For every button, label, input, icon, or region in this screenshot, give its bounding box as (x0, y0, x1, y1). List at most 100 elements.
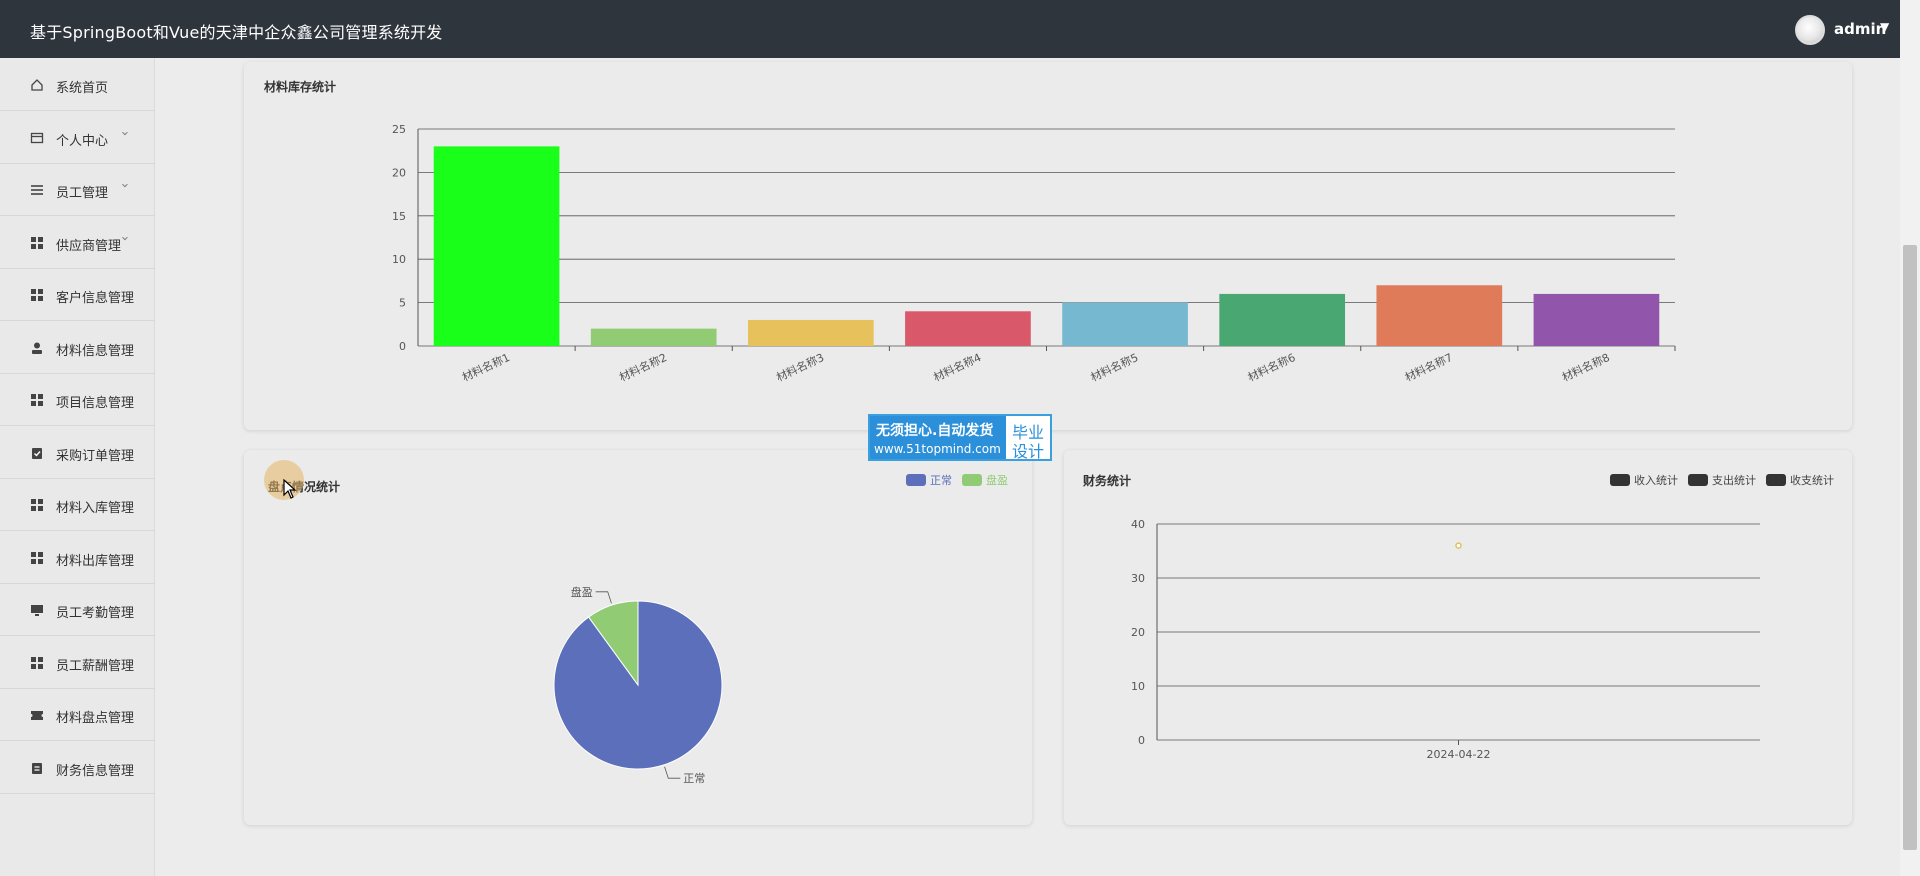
legend-label[interactable]: 支出统计 (1712, 474, 1756, 487)
sidebar-item-label: 客户信息管理 (56, 291, 135, 306)
x-tick-label: 材料名称4 (931, 350, 983, 384)
x-tick-label: 材料名称2 (617, 350, 669, 384)
y-tick-label: 0 (1138, 734, 1145, 747)
avatar[interactable] (1795, 15, 1825, 45)
y-tick-label: 40 (1131, 518, 1145, 531)
finance-chart-title: 财务统计 (1083, 474, 1132, 488)
sidebar-item-label: 供应商管理 (56, 238, 122, 254)
sidebar-item-0[interactable]: 系统首页 (0, 59, 155, 111)
inventory-bar-chart: 0 5 10 15 20 25 材料名称1 材料名称2 材料名称3 材料名称4 材料名称5 材料名称6… (392, 123, 1676, 384)
mouse-cursor-icon (283, 479, 297, 499)
y-tick-label: 15 (392, 210, 406, 223)
pie-label-line (664, 766, 681, 779)
y-tick-label: 20 (392, 166, 406, 179)
inventory-chart-card: 材料库存统计 0 5 10 15 20 25 材料名称1 材料名称2 材料名称3 材料名称4 材料名… (244, 62, 1852, 430)
data-point[interactable] (1455, 542, 1462, 549)
sidebar-item-3[interactable]: 供应商管理 › (0, 217, 155, 269)
stocktake-chart-card: 盘点情况统计 正常 盘盈 正常 盘盈 (244, 450, 1032, 825)
username[interactable]: admin (1834, 20, 1887, 38)
sidebar-item-9[interactable]: 材料出库管理 (0, 532, 155, 584)
user-icon (32, 342, 42, 354)
sidebar-item-1[interactable]: 个人中心 › (0, 112, 155, 164)
sidebar-item-2[interactable]: 员工管理 › (0, 164, 155, 216)
chevron-down-icon[interactable]: ▼ (1880, 20, 1890, 34)
page-scrollbar[interactable] (1900, 0, 1920, 876)
sidebar-item-label: 个人中心 (56, 133, 109, 149)
legend-swatch[interactable] (1688, 474, 1708, 486)
legend-label[interactable]: 收支统计 (1790, 474, 1834, 487)
sidebar-item-label: 材料信息管理 (56, 343, 135, 359)
grid-icon (31, 289, 43, 301)
pie-label-line (595, 591, 612, 604)
badge-line1: 无须担心.自动发货 (876, 423, 994, 439)
chevron-down-icon[interactable]: › (117, 130, 133, 136)
bar[interactable] (1376, 285, 1503, 346)
bar[interactable] (1533, 293, 1660, 346)
pie-slice[interactable] (587, 600, 639, 687)
pie-slice-label: 正常 (683, 772, 705, 785)
legend-label[interactable]: 盘盈 (986, 474, 1008, 487)
pie-slice-label: 盘盈 (571, 585, 593, 599)
sidebar-item-4[interactable]: 客户信息管理 (0, 269, 155, 321)
top-header: 基于SpringBoot和Vue的天津中企众鑫公司管理系统开发 admin ▼ (0, 0, 1900, 58)
bar[interactable] (590, 328, 717, 346)
bar[interactable] (1062, 302, 1188, 346)
home-icon (31, 79, 43, 91)
clipboard-check-icon (32, 447, 42, 459)
badge-line2: www.51topmind.com (874, 442, 1001, 456)
x-tick-label: 材料名称7 (1402, 350, 1454, 384)
scrollbar-thumb[interactable] (1903, 245, 1917, 850)
bar[interactable] (433, 146, 560, 346)
grid-icon (31, 499, 43, 511)
legend-swatch[interactable] (1610, 474, 1630, 486)
sidebar-item-11[interactable]: 员工薪酬管理 (0, 637, 155, 689)
chevron-down-icon[interactable]: › (117, 182, 133, 189)
legend-swatch[interactable] (962, 474, 982, 486)
app-title: 基于SpringBoot和Vue的天津中企众鑫公司管理系统开发 (30, 23, 443, 42)
list-icon (31, 185, 43, 195)
sidebar-item-label: 员工考勤管理 (56, 606, 135, 621)
pie-legend: 正常 盘盈 (906, 472, 1026, 488)
sidebar-item-7[interactable]: 采购订单管理 (0, 427, 155, 479)
y-tick-label: 30 (1131, 572, 1145, 585)
inventory-chart-title: 材料库存统计 (264, 80, 337, 94)
sidebar-item-label: 财务信息管理 (56, 763, 135, 779)
sidebar-item-13[interactable]: 财务信息管理 (0, 742, 155, 794)
finance-chart-card: 财务统计 收入统计 支出统计 收支统计 0 10 20 30 40 2024-04-22 (1064, 450, 1852, 825)
ticket-icon (31, 711, 43, 720)
y-tick-label: 25 (392, 123, 406, 136)
legend-label[interactable]: 正常 (930, 474, 952, 487)
bar[interactable] (905, 311, 1031, 346)
legend-swatch[interactable] (1766, 474, 1786, 486)
y-tick-label: 20 (1131, 626, 1145, 639)
y-tick-label: 10 (392, 253, 406, 266)
sidebar-item-8[interactable]: 材料入库管理 (0, 479, 155, 531)
sidebar-item-label: 材料出库管理 (56, 553, 135, 569)
sidebar-item-12[interactable]: 材料盘点管理 (0, 689, 155, 741)
bar[interactable] (1219, 293, 1346, 346)
stocktake-pie-chart: 正常 盘盈 (553, 585, 723, 785)
sidebar-item-label: 采购订单管理 (56, 448, 135, 464)
chevron-down-icon[interactable]: › (117, 235, 133, 241)
x-tick-label: 材料名称6 (1245, 350, 1297, 384)
y-tick-label: 10 (1131, 680, 1145, 693)
watermark-badge: 无须担心.自动发货 www.51topmind.com 毕业 设计 (868, 414, 1052, 461)
y-tick-label: 5 (399, 297, 406, 310)
legend-swatch[interactable] (906, 474, 926, 486)
sidebar-item-label: 材料入库管理 (56, 501, 135, 516)
sidebar-item-label: 项目信息管理 (56, 396, 135, 411)
bar[interactable] (747, 319, 874, 346)
sidebar-item-label: 员工管理 (56, 186, 109, 201)
sidebar-item-10[interactable]: 员工考勤管理 (0, 584, 155, 636)
sidebar-item-5[interactable]: 材料信息管理 (0, 322, 155, 374)
card-icon (30, 132, 44, 143)
sidebar: 系统首页 个人中心 › 员工管理 › 供应商管理 › 客户信息管理 材料信息管理 项目信息管理 采购… (0, 58, 155, 876)
grid-icon (31, 236, 43, 249)
finance-line-chart: 0 10 20 30 40 2024-04-22 (1131, 518, 1760, 761)
legend-label[interactable]: 收入统计 (1634, 474, 1678, 487)
monitor-icon (31, 605, 43, 616)
x-tick-label: 材料名称3 (774, 350, 826, 384)
y-tick-label: 0 (399, 340, 406, 353)
sidebar-item-label: 员工薪酬管理 (56, 658, 135, 674)
sidebar-item-6[interactable]: 项目信息管理 (0, 374, 155, 426)
